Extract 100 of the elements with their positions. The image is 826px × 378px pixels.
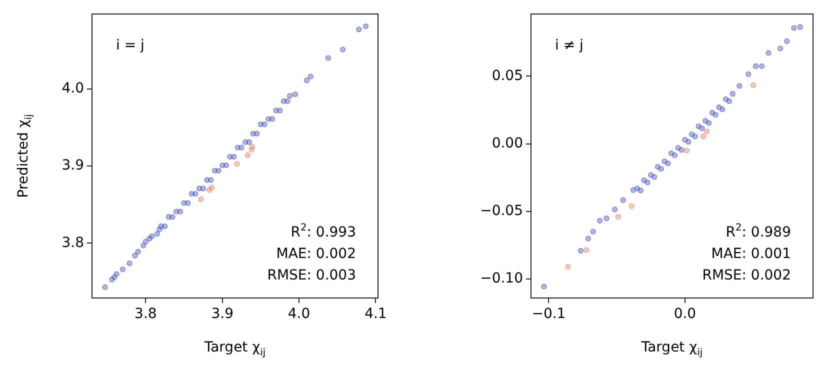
point (287, 93, 293, 99)
point (340, 46, 346, 52)
point (752, 63, 759, 69)
point (149, 233, 155, 240)
point (704, 128, 710, 134)
point (658, 166, 664, 172)
point (248, 147, 254, 153)
point (223, 162, 229, 168)
point (114, 271, 120, 277)
point (651, 174, 658, 180)
point (784, 38, 790, 44)
point (135, 248, 141, 254)
point (192, 191, 198, 197)
point (102, 284, 108, 290)
point (277, 108, 283, 114)
point (292, 91, 298, 98)
point (746, 71, 752, 77)
point (585, 236, 592, 242)
point (208, 177, 214, 183)
x-tick-label: 4.0 (288, 306, 310, 322)
y-tick-label: −0.05 (480, 203, 523, 220)
point (198, 196, 204, 202)
point (700, 134, 706, 140)
point (620, 197, 626, 203)
point (356, 26, 362, 32)
point (541, 284, 547, 290)
point (706, 120, 712, 126)
x-tick-label: 4.1 (364, 306, 387, 322)
y-tick-label: 3.8 (62, 234, 84, 251)
point (170, 214, 176, 220)
point (238, 144, 244, 150)
point (362, 24, 369, 30)
point (132, 252, 138, 258)
point (791, 25, 797, 31)
x-tick-label: 3.9 (211, 306, 234, 322)
point (325, 55, 331, 61)
point (736, 83, 742, 89)
point (644, 180, 650, 186)
point (684, 148, 690, 154)
point (590, 228, 596, 234)
point (308, 74, 314, 80)
point (699, 125, 705, 132)
point (758, 63, 765, 69)
annotation: MAE: 0.001 (711, 246, 791, 262)
y-axis-title: Predicted χij (16, 114, 34, 198)
point (120, 266, 126, 272)
annotation: i = j (116, 38, 144, 54)
point (254, 130, 260, 136)
point (797, 24, 803, 30)
point (672, 152, 678, 158)
point (269, 116, 275, 122)
point (200, 186, 206, 192)
point (692, 134, 698, 140)
point (584, 247, 590, 253)
annotation: RMSE: 0.003 (267, 268, 356, 284)
y-tick-label: 4.0 (62, 80, 84, 96)
point (177, 208, 183, 214)
point (262, 122, 268, 128)
point (766, 50, 772, 56)
point (208, 184, 214, 190)
point (185, 200, 191, 206)
y-tick-label: −0.10 (480, 270, 523, 287)
annotation: MAE: 0.002 (276, 246, 356, 262)
point (162, 223, 168, 230)
point (630, 187, 636, 193)
point (231, 154, 237, 160)
point (140, 242, 146, 248)
point (304, 78, 310, 84)
point (720, 106, 726, 112)
point (778, 46, 784, 52)
annotation: RMSE: 0.002 (702, 268, 792, 284)
point (154, 231, 160, 237)
y-tick-label: 0.00 (492, 135, 523, 152)
point (730, 90, 736, 97)
x-tick-label: 3.8 (134, 306, 157, 322)
point (578, 248, 584, 254)
point (596, 218, 603, 224)
point (628, 203, 634, 209)
x-tick-label: −0.1 (532, 306, 566, 322)
point (638, 188, 644, 194)
point (244, 152, 250, 158)
point (726, 98, 732, 104)
point (284, 98, 290, 104)
point (665, 160, 671, 166)
y-tick-label: 3.9 (62, 158, 84, 174)
point (126, 260, 132, 266)
point (615, 214, 621, 220)
point (246, 139, 252, 145)
point (234, 160, 240, 167)
point (686, 139, 692, 145)
point (612, 206, 618, 212)
point (565, 264, 571, 270)
point (678, 147, 684, 153)
x-tick-label: 0.0 (674, 306, 696, 322)
annotation: i ≠ j (555, 38, 584, 54)
point (604, 216, 610, 222)
point (216, 168, 222, 174)
point (750, 82, 756, 88)
y-tick-label: 0.05 (492, 68, 523, 84)
point (142, 238, 148, 244)
